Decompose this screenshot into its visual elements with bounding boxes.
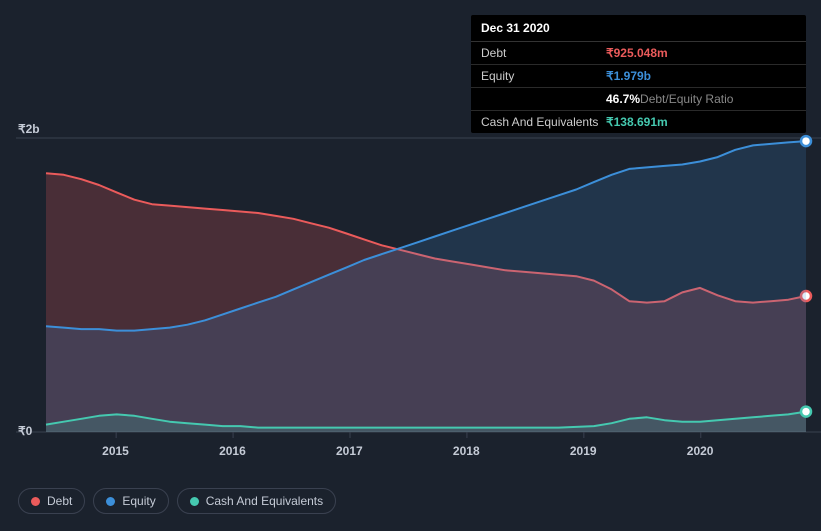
- tooltip-row: 46.7% Debt/Equity Ratio: [471, 88, 806, 111]
- tooltip-row-value: 46.7%: [606, 92, 640, 106]
- legend-label: Cash And Equivalents: [206, 494, 323, 508]
- legend-item[interactable]: Cash And Equivalents: [177, 488, 336, 514]
- y-label-top: ₹2b: [18, 122, 40, 136]
- legend-label: Equity: [122, 494, 155, 508]
- chart-legend: Debt Equity Cash And Equivalents: [18, 488, 336, 514]
- tooltip-rows: Debt₹925.048mEquity₹1.979b46.7% Debt/Equ…: [471, 42, 806, 133]
- x-tick-label: 2018: [453, 444, 480, 458]
- tooltip-row-suffix: Debt/Equity Ratio: [640, 92, 733, 106]
- tooltip-row-value: ₹1.979b: [606, 69, 651, 83]
- tooltip-row-value: ₹925.048m: [606, 46, 668, 60]
- x-tick-label: 2017: [336, 444, 363, 458]
- x-tick-label: 2019: [570, 444, 597, 458]
- x-tick-label: 2020: [687, 444, 714, 458]
- x-tick-label: 2016: [219, 444, 246, 458]
- tooltip-row: Equity₹1.979b: [471, 65, 806, 88]
- x-tick-label: 2015: [102, 444, 129, 458]
- y-label-bottom: ₹0: [18, 424, 32, 438]
- tooltip-row: Cash And Equivalents₹138.691m: [471, 111, 806, 133]
- legend-dot-icon: [31, 497, 40, 506]
- tooltip-row: Debt₹925.048m: [471, 42, 806, 65]
- tooltip-date: Dec 31 2020: [471, 15, 806, 42]
- tooltip-row-label: [481, 92, 606, 106]
- chart-tooltip: Dec 31 2020 Debt₹925.048mEquity₹1.979b46…: [471, 15, 806, 133]
- legend-dot-icon: [106, 497, 115, 506]
- legend-item[interactable]: Debt: [18, 488, 85, 514]
- tooltip-row-label: Equity: [481, 69, 606, 83]
- legend-label: Debt: [47, 494, 72, 508]
- tooltip-row-value: ₹138.691m: [606, 115, 668, 129]
- tooltip-row-label: Cash And Equivalents: [481, 115, 606, 129]
- tooltip-row-label: Debt: [481, 46, 606, 60]
- legend-dot-icon: [190, 497, 199, 506]
- legend-item[interactable]: Equity: [93, 488, 168, 514]
